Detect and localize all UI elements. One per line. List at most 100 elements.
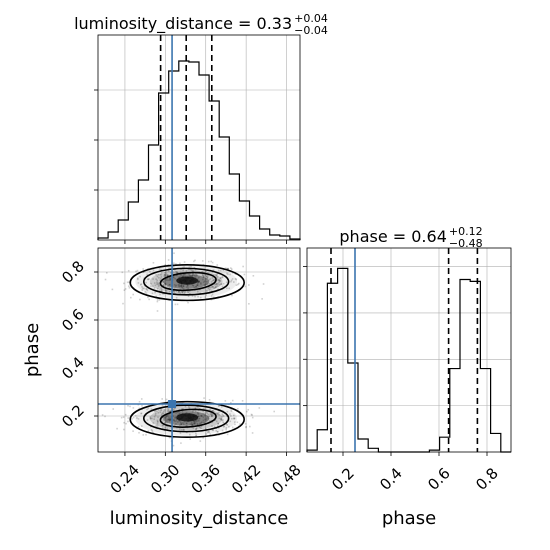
sample-point: [218, 280, 221, 282]
sample-point: [152, 422, 155, 424]
sample-point: [200, 282, 202, 284]
title-text: luminosity_distance = 0.33: [74, 14, 292, 34]
sample-point: [123, 282, 125, 285]
sample-point: [228, 287, 230, 290]
sample-point: [248, 302, 250, 305]
phase-title: phase = 0.64: [339, 227, 446, 246]
sample-point: [188, 266, 191, 268]
sample-point: [178, 419, 180, 422]
sample-point: [207, 413, 210, 416]
sample-point: [199, 296, 202, 299]
sample-point: [196, 418, 199, 420]
sample-point: [174, 420, 176, 423]
sample-point: [146, 408, 148, 411]
sample-point: [168, 267, 170, 270]
sample-point: [145, 292, 148, 294]
sample-point: [200, 422, 203, 424]
sample-point: [149, 417, 152, 419]
sample-point: [162, 416, 165, 418]
sample-point: [202, 436, 204, 439]
sample-point: [210, 412, 212, 414]
sample-point: [220, 277, 222, 279]
sample-point: [158, 276, 160, 279]
sample-point: [153, 415, 156, 418]
sample-point: [252, 275, 255, 277]
sample-point: [147, 296, 149, 299]
sample-point: [238, 282, 240, 285]
sample-point: [221, 276, 224, 279]
sample-point: [218, 283, 221, 286]
sample-point: [116, 427, 118, 430]
sample-point: [157, 282, 159, 285]
sample-point: [199, 426, 201, 428]
sample-point: [162, 412, 165, 415]
sample-point: [206, 290, 208, 292]
tick-marks: [94, 89, 287, 244]
sample-point: [153, 282, 156, 284]
sample-point: [222, 414, 224, 417]
sample-point: [189, 438, 192, 440]
sample-point: [161, 412, 164, 414]
sample-point: [159, 293, 161, 296]
sample-point: [222, 415, 225, 418]
sample-point: [218, 434, 220, 436]
sample-point: [220, 283, 223, 285]
sample-point: [210, 413, 213, 416]
sample-point: [176, 271, 178, 273]
sample-point: [165, 419, 168, 421]
sample-point: [183, 290, 185, 293]
sample-point: [187, 287, 189, 290]
sample-point: [211, 286, 213, 289]
sample-point: [180, 442, 182, 444]
sample-point: [204, 296, 207, 298]
sample-point: [205, 433, 207, 435]
sample-point: [168, 418, 171, 421]
sample-point: [146, 419, 149, 421]
sample-point: [211, 429, 214, 431]
sample-point: [217, 283, 219, 285]
sample-point: [162, 284, 165, 286]
sample-point: [176, 274, 178, 277]
sample-point: [201, 271, 204, 273]
sample-point: [154, 410, 157, 412]
sample-point: [220, 418, 222, 421]
sample-point: [221, 285, 224, 288]
sample-point: [225, 428, 227, 431]
sample-point: [155, 273, 157, 276]
sample-point: [179, 288, 182, 291]
sample-point: [176, 411, 179, 414]
sample-point: [211, 421, 214, 424]
sample-point: [160, 273, 163, 276]
sample-point: [208, 279, 210, 281]
sample-point: [181, 287, 184, 289]
sample-point: [231, 399, 234, 402]
sample-point: [175, 290, 178, 293]
sample-point: [165, 272, 168, 275]
sample-point: [251, 414, 253, 416]
sample-point: [142, 434, 145, 436]
sample-point: [212, 279, 215, 281]
sample-point: [101, 414, 104, 416]
sample-point: [221, 276, 224, 278]
sample-point: [189, 275, 192, 277]
sample-point: [202, 274, 204, 277]
sample-point: [141, 287, 144, 290]
sample-point: [168, 436, 171, 439]
sample-point: [208, 282, 211, 285]
sample-point: [162, 284, 165, 287]
sample-point: [142, 271, 145, 273]
sample-point: [181, 291, 184, 294]
sample-point: [217, 430, 219, 433]
sample-point: [198, 280, 200, 283]
sample-point: [173, 291, 175, 294]
sample-point: [151, 417, 153, 420]
contour-outer: [129, 264, 245, 302]
sample-point: [219, 277, 222, 280]
sample-point: [162, 281, 165, 283]
sample-point: [208, 415, 211, 418]
sample-point: [235, 284, 238, 286]
sample-point: [188, 274, 191, 276]
sample-point: [126, 281, 129, 284]
sample-point: [157, 283, 159, 286]
sample-point: [136, 417, 138, 419]
